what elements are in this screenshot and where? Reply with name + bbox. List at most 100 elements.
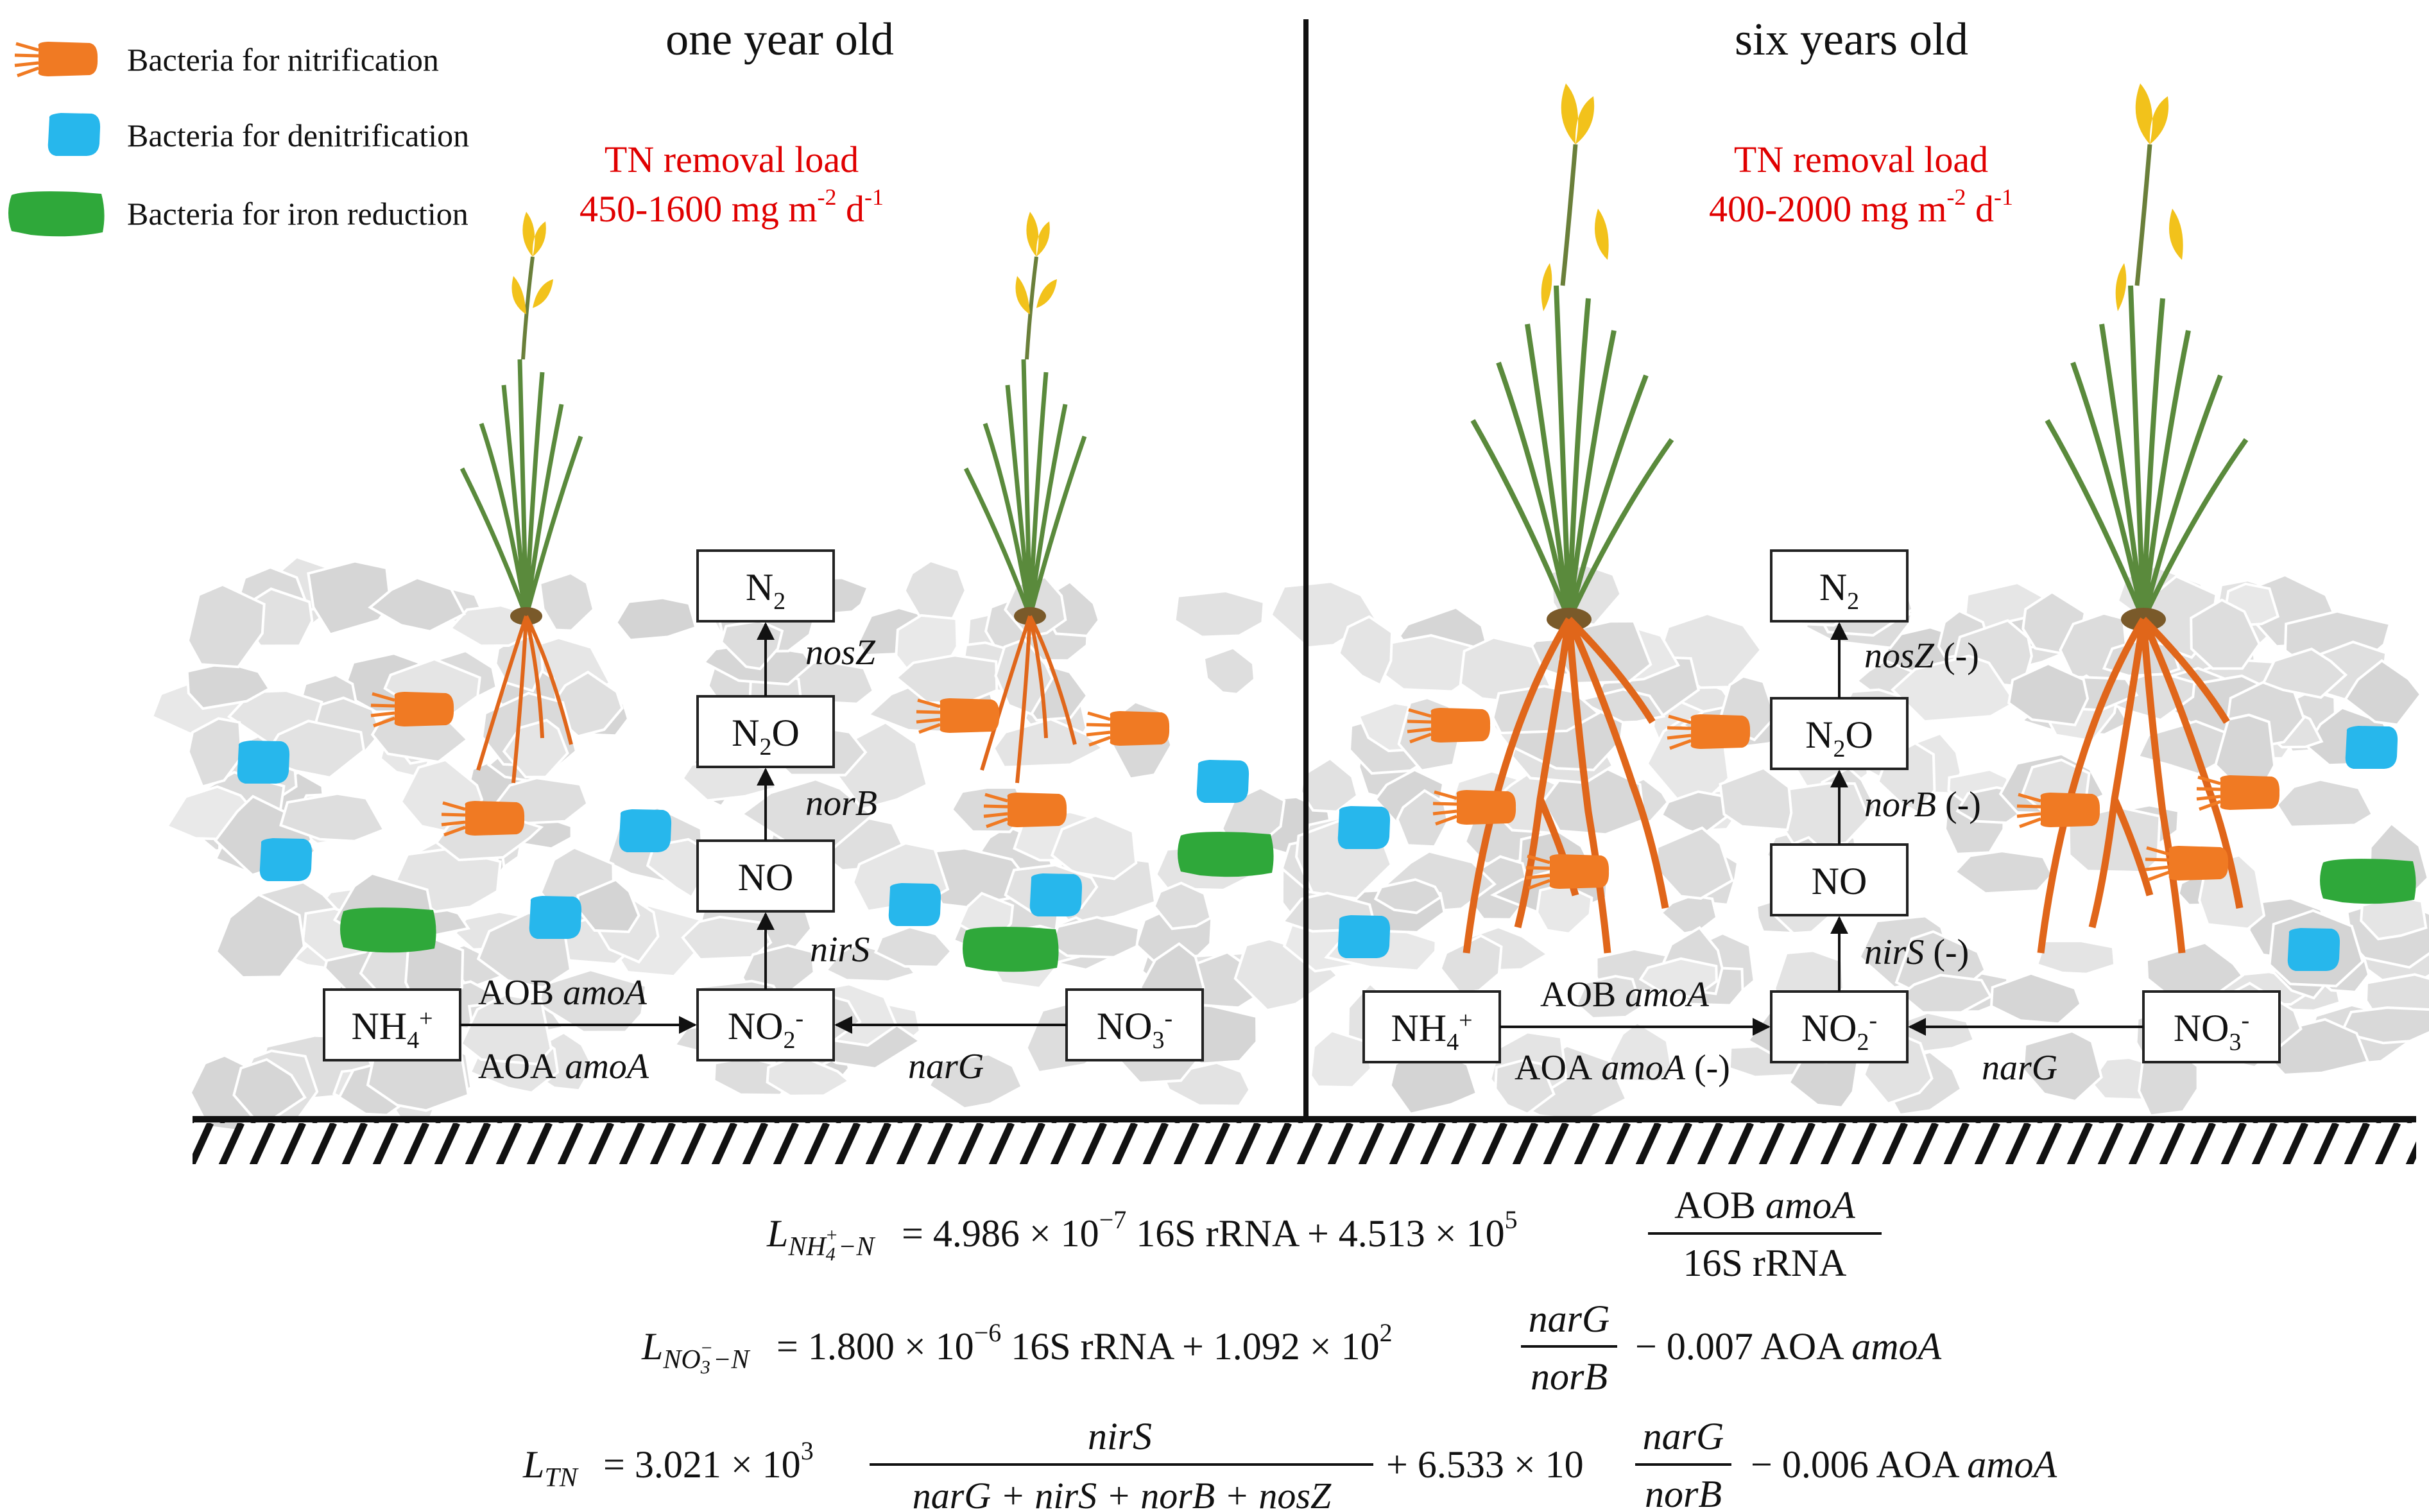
gravel-stone	[2360, 895, 2428, 941]
equation-nh4: LNH4+−N = 4.986 × 10−7 16S rRNA + 4.513 …	[766, 1184, 1882, 1284]
node-label: N2	[1819, 566, 1859, 615]
gene-nosz: nosZ	[805, 633, 876, 673]
gene-nosz: nosZ (-)	[1864, 636, 1979, 676]
gravel-stone	[1890, 655, 2018, 723]
denitrification-bacteria-icon	[237, 741, 290, 784]
gene-narg: narG	[1982, 1048, 2057, 1088]
equation-no3: LNO3−−N = 1.800 × 10−6 16S rRNA + 1.092 …	[641, 1298, 1942, 1398]
gravel-stone	[1373, 878, 1443, 915]
gravel-stone	[2136, 719, 2240, 776]
gravel-stone	[1575, 975, 1643, 1020]
gravel-stone	[2339, 1006, 2429, 1045]
denitrification-bacteria-icon	[529, 896, 582, 939]
iron-bacteria-icon	[340, 907, 436, 953]
gravel-stone	[1173, 589, 1266, 639]
denitrification-bacteria-icon	[259, 838, 313, 881]
equation-tail: − 0.007 AOA amoA	[1635, 1325, 1942, 1368]
gene-aoa-amoa: AOA amoA	[478, 1047, 649, 1087]
fraction-numerator: AOB amoA	[1674, 1184, 1855, 1226]
equations: LNH4+−N = 4.986 × 10−7 16S rRNA + 4.513 …	[522, 1184, 2057, 1512]
node-no2	[1770, 990, 1909, 1063]
denitrification-bacteria-icon	[1337, 806, 1391, 849]
equation-rhs: = 3.021 × 103	[603, 1436, 814, 1486]
legend-label: Bacteria for denitrification	[127, 117, 469, 153]
gravel-stone	[1337, 615, 1394, 687]
gravel-stone	[538, 571, 596, 632]
node-label: NO	[738, 856, 794, 898]
node-nh4	[323, 988, 461, 1061]
gravel-stone	[1153, 881, 1212, 931]
gravel-stone	[368, 576, 467, 633]
node-label: NO	[1812, 860, 1867, 902]
gravel-stone	[1719, 766, 1793, 832]
node-no	[1770, 843, 1909, 916]
panel-one-year: one year old TN removal load 450-1600 mg…	[237, 13, 1274, 1087]
node-n2	[696, 549, 835, 623]
gene-aoa-amoa: AOA amoA (-)	[1515, 1048, 1730, 1088]
node-no3	[1065, 988, 1204, 1061]
gravel-stone	[1299, 757, 1359, 813]
load-value: 450-1600 mg m-2 d-1	[579, 184, 884, 230]
gravel-stone	[2021, 1029, 2103, 1103]
denitrification-bacteria-icon	[1029, 873, 1083, 916]
gene-norb: norB	[805, 784, 877, 823]
gravel-stone	[214, 893, 306, 979]
nitrification-bacteria-icon	[2145, 846, 2228, 881]
node-nh4	[1362, 990, 1501, 1063]
gravel-stone	[187, 717, 243, 789]
fraction-denominator: narG + nirS + norB + nosZ	[913, 1475, 1332, 1512]
gravel-stone	[459, 993, 553, 1065]
node-label: NH4+	[351, 1005, 433, 1054]
fraction-denominator: norB	[1645, 1473, 1722, 1512]
equation-tn: LTN = 3.021 × 103 nirS narG + nirS + nor…	[522, 1415, 2057, 1512]
equation-rhs: = 4.986 × 10−7 16S rRNA + 4.513 × 105	[902, 1205, 1518, 1255]
gravel-stone	[766, 1053, 852, 1097]
denitrification-bacteria-icon	[1196, 760, 1249, 803]
gene-narg: narG	[908, 1047, 984, 1087]
gravel-stone	[2344, 658, 2423, 726]
fraction-numerator: narG	[1529, 1298, 1610, 1340]
gravel-layer	[150, 555, 2429, 1133]
denitrification-bacteria-icon	[2287, 928, 2340, 971]
gravel-stone	[279, 792, 386, 843]
node-label: NO2-	[728, 1005, 803, 1054]
equation-lhs: LNO3−−N	[641, 1325, 750, 1378]
gravel-stone	[1494, 1059, 1556, 1115]
gene-aob-amoa: AOB amoA	[1540, 975, 1710, 1015]
gravel-stone	[614, 596, 698, 642]
gravel-stone	[2190, 598, 2261, 670]
gravel-stone	[681, 915, 773, 961]
gravel-stone	[950, 786, 1027, 834]
gene-norb: norB (-)	[1864, 785, 1981, 825]
node-n2o	[696, 695, 835, 768]
node-label: N2O	[732, 712, 800, 760]
load-value: 400-2000 mg m-2 d-1	[1709, 184, 2013, 230]
gravel-stone	[537, 968, 648, 1034]
gravel-stone	[502, 719, 569, 778]
equation-mid: + 6.533 × 10	[1386, 1443, 1584, 1486]
legend-item-iron-reduction: Bacteria for iron reduction	[8, 191, 468, 237]
legend-item-nitrification: Bacteria for nitrification	[15, 42, 439, 78]
gravel-stone	[2275, 778, 2374, 829]
load-title: TN removal load	[1734, 139, 1988, 180]
iron-bacteria-icon	[2320, 859, 2416, 904]
ground-hatch	[193, 1122, 2416, 1164]
fraction-denominator: norB	[1531, 1355, 1608, 1398]
gravel-stone	[1654, 826, 1734, 900]
gravel-stone	[873, 925, 954, 968]
node-no2	[696, 988, 835, 1061]
legend-item-denitrification: Bacteria for denitrification	[47, 113, 469, 156]
gravel-stone	[1050, 814, 1138, 881]
gravel-stone	[1953, 850, 2054, 895]
node-no	[696, 839, 835, 913]
gravel-stone	[186, 583, 266, 669]
panel-six-years: six years old TN removal load 400-2000 m…	[1337, 13, 2416, 1088]
gravel-stone	[1638, 957, 1718, 999]
equation-lhs: LNH4+−N	[766, 1212, 875, 1265]
gravel-stone	[1899, 974, 1993, 1014]
gene-nirs: nirS	[810, 930, 870, 970]
gravel-stone	[307, 560, 392, 636]
iron-bacteria-icon	[1178, 832, 1274, 877]
node-label: NO3-	[2174, 1007, 2249, 1056]
gravel-stone	[1309, 1029, 1373, 1089]
